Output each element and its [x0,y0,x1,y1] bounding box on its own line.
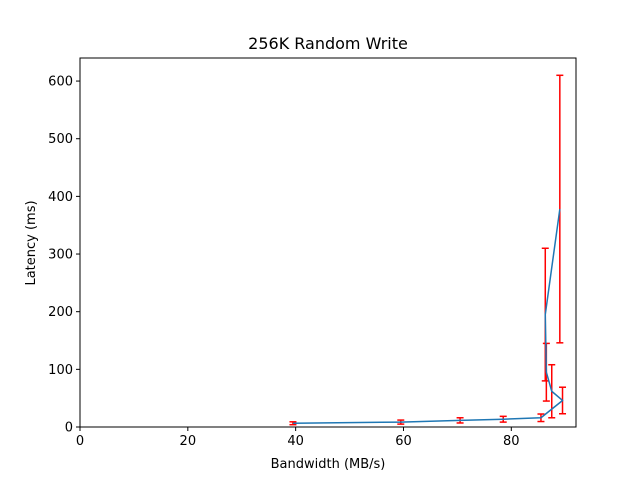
x-tick-label: 40 [287,434,304,449]
chart-title: 256K Random Write [248,34,408,53]
error-bar [289,421,297,426]
error-bar [556,74,564,344]
y-tick-label: 400 [48,190,73,205]
y-axis-label: Latency (ms) [24,200,39,285]
x-tick-label: 60 [395,434,412,449]
series-line [292,208,564,424]
series-layer [289,74,567,426]
y-tick-label: 200 [48,305,73,320]
x-tick-label: 20 [180,434,197,449]
y-tick-label: 300 [48,248,73,263]
axes-layer: 0 20 40 60 80 0 100 200 300 400 500 600 [48,57,577,449]
x-tick-label: 80 [503,434,520,449]
plot-frame [79,57,577,428]
x-axis-label: Bandwidth (MB/s) [271,457,386,472]
y-tick-label: 100 [48,363,73,378]
y-tick-label: 600 [48,75,73,90]
y-tick-label: 500 [48,132,73,147]
x-tick-label: 0 [76,434,84,449]
y-tick-label: 0 [65,421,73,436]
